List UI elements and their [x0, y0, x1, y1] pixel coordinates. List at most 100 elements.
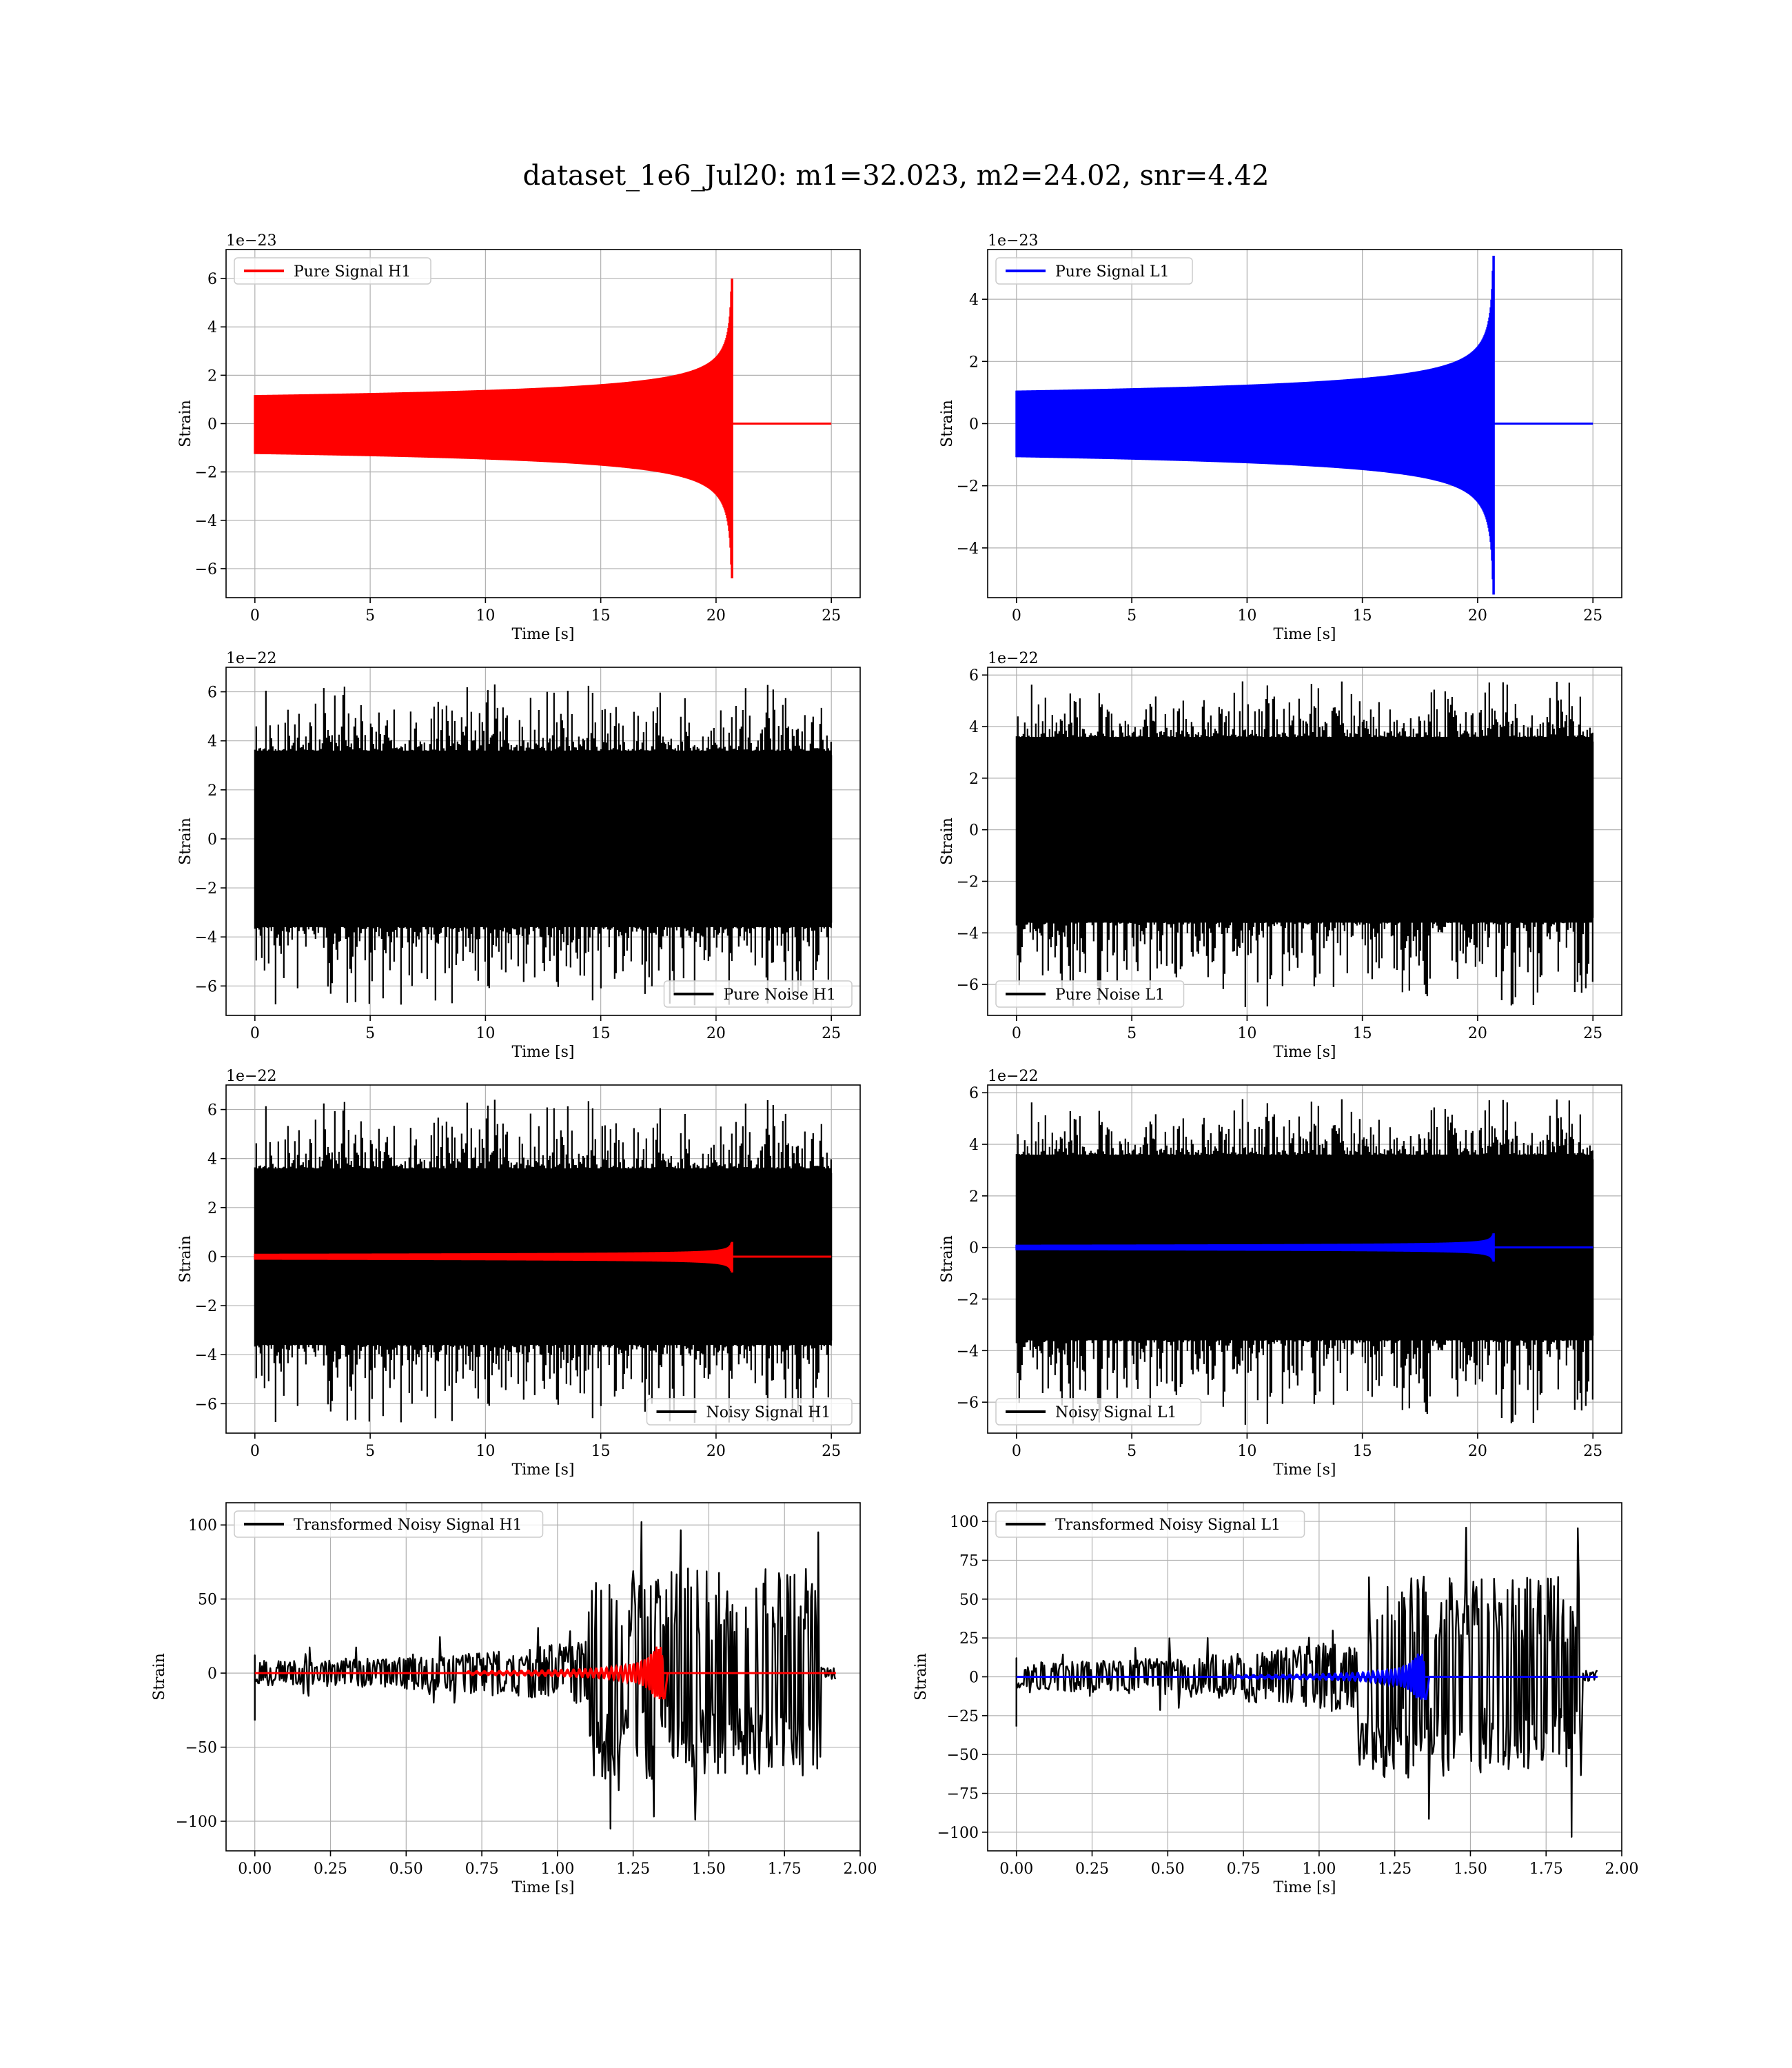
x-tick-label: 2.00	[844, 1861, 877, 1878]
legend-box	[234, 257, 431, 285]
series-group	[1015, 256, 1594, 595]
y-tick-label: 6	[207, 1102, 217, 1119]
series-line-0	[1015, 681, 1594, 1007]
x-tick-label: 5	[365, 1443, 375, 1460]
y-tick-label: 2	[969, 771, 979, 788]
y-tick-label: −2	[195, 465, 217, 482]
x-tick-label: 0.50	[1151, 1861, 1185, 1878]
x-axis-label: Time [s]	[511, 626, 574, 643]
series-line-1	[1016, 1653, 1598, 1701]
x-tick-label: 5	[365, 1025, 375, 1042]
y-tick-label: −50	[947, 1747, 979, 1764]
series-line-1	[254, 1646, 836, 1700]
y-tick-label: 2	[969, 1188, 979, 1206]
x-tick-label: 25	[1583, 1443, 1602, 1460]
axes-frame	[225, 1502, 861, 1852]
tick-labels: 0.00 0.25 0.50 0.75 1.00 1.25 1.50 1.75 2.00 −100…	[937, 1514, 1639, 1878]
offset-label: 1e−23	[988, 232, 1038, 250]
y-tick-label: −4	[195, 1347, 217, 1364]
y-tick-label: −6	[957, 977, 979, 994]
x-tick-label: 0.25	[314, 1861, 347, 1878]
x-tick-label: 10	[1237, 607, 1256, 625]
offset-label: 1e−22	[988, 650, 1038, 667]
y-tick-label: 100	[950, 1514, 979, 1531]
x-tick-label: 20	[1468, 607, 1487, 625]
series-group	[254, 278, 832, 578]
x-tick-label: 0	[1012, 607, 1021, 625]
x-tick-label: 15	[1353, 607, 1372, 625]
x-tick-label: 25	[822, 1443, 841, 1460]
x-tick-label: 10	[476, 1025, 495, 1042]
x-tick-label: 5	[1127, 1025, 1137, 1042]
x-tick-label: 20	[706, 1443, 726, 1460]
y-tick-label: −4	[195, 929, 217, 946]
y-tick-label: −6	[957, 1395, 979, 1412]
y-tick-label: −100	[937, 1825, 979, 1842]
offset-label: 1e−23	[226, 232, 276, 250]
y-tick-label: 0	[969, 1670, 979, 1687]
legend: Noisy Signal H1	[646, 1398, 853, 1426]
legend-label: Pure Noise H1	[724, 986, 837, 1004]
series-group	[254, 1521, 837, 1829]
x-tick-label: 0.75	[1227, 1861, 1261, 1878]
x-tick-label: 0.75	[465, 1861, 499, 1878]
y-axis-label: Strain	[939, 400, 956, 447]
y-tick-label: −2	[195, 1298, 217, 1315]
tick-labels: 0 5 10 15 20 25 −6 −4 −2 0 2 4 6	[195, 685, 842, 1042]
y-tick-label: 0	[969, 822, 979, 840]
offset-label: 1e−22	[988, 1068, 1038, 1085]
x-axis-label: Time [s]	[1273, 1879, 1336, 1896]
x-tick-label: 25	[822, 1025, 841, 1042]
x-tick-label: 0.25	[1075, 1861, 1109, 1878]
y-axis-label: Strain	[177, 1235, 194, 1283]
x-tick-label: 0	[1012, 1025, 1021, 1042]
y-tick-label: 25	[959, 1630, 979, 1648]
legend-label: Noisy Signal L1	[1055, 1404, 1177, 1421]
x-axis-label: Time [s]	[1273, 1461, 1336, 1479]
pure-signal-l1-panel: 0 5 10 15 20 25 −4 −2 0 2 4 1e−23 Time [s] Strain Pure…	[939, 232, 1622, 643]
y-tick-label: 0	[969, 1240, 979, 1257]
legend-box	[995, 1510, 1305, 1538]
legend-label: Noisy Signal H1	[706, 1404, 831, 1421]
x-tick-label: 0.00	[999, 1861, 1033, 1878]
x-tick-label: 1.00	[1302, 1861, 1336, 1878]
y-tick-label: −100	[176, 1814, 217, 1831]
tick-labels: 0 5 10 15 20 25 −6 −4 −2 0 2 4 6	[957, 1085, 1603, 1460]
pure-noise-l1-panel: 0 5 10 15 20 25 −6 −4 −2 0 2 4 6 1e−22 Time [s] Strain P…	[939, 650, 1622, 1061]
legend-box	[646, 1398, 853, 1426]
offset-label: 1e−22	[226, 1068, 276, 1085]
x-tick-label: 1.50	[692, 1861, 726, 1878]
tick-labels: 0 5 10 15 20 25 −6 −4 −2 0 2 4 6	[195, 1102, 842, 1460]
y-tick-label: 0	[207, 1249, 217, 1266]
x-tick-label: 10	[476, 607, 495, 625]
y-tick-label: 2	[207, 1200, 217, 1217]
legend-box	[663, 980, 853, 1008]
legend: Pure Signal H1	[234, 257, 431, 285]
y-tick-label: −2	[957, 1291, 979, 1308]
legend-label: Transformed Noisy Signal H1	[294, 1517, 522, 1534]
legend-box	[995, 257, 1193, 285]
series-group	[1015, 1099, 1594, 1425]
legend: Transformed Noisy Signal L1	[995, 1510, 1305, 1538]
legend-label: Transformed Noisy Signal L1	[1055, 1517, 1281, 1534]
x-tick-label: 0	[250, 1025, 260, 1042]
y-tick-label: 4	[207, 733, 217, 751]
x-axis-label: Time [s]	[1273, 1044, 1336, 1061]
tick-labels: 0 5 10 15 20 25 −6 −4 −2 0 2 4 6	[957, 667, 1603, 1042]
y-tick-label: 4	[969, 719, 979, 736]
legend: Noisy Signal L1	[995, 1398, 1202, 1426]
y-tick-label: 2	[207, 782, 217, 800]
x-tick-label: 10	[476, 1443, 495, 1460]
x-tick-label: 20	[706, 1025, 726, 1042]
y-tick-label: 0	[207, 831, 217, 849]
series-line-0	[1015, 1526, 1598, 1838]
series-line-0	[254, 1521, 837, 1829]
x-tick-label: 20	[1468, 1025, 1487, 1042]
y-axis-label: Strain	[151, 1653, 168, 1701]
series-line-0	[254, 684, 833, 1006]
y-tick-label: 2	[207, 367, 217, 385]
x-tick-label: 20	[706, 607, 726, 625]
legend-label: Pure Noise L1	[1055, 986, 1165, 1004]
transformed-noisy-signal-l1-panel: 0.00 0.25 0.50 0.75 1.00 1.25 1.50 1.75 2.00 −100…	[913, 1502, 1639, 1896]
